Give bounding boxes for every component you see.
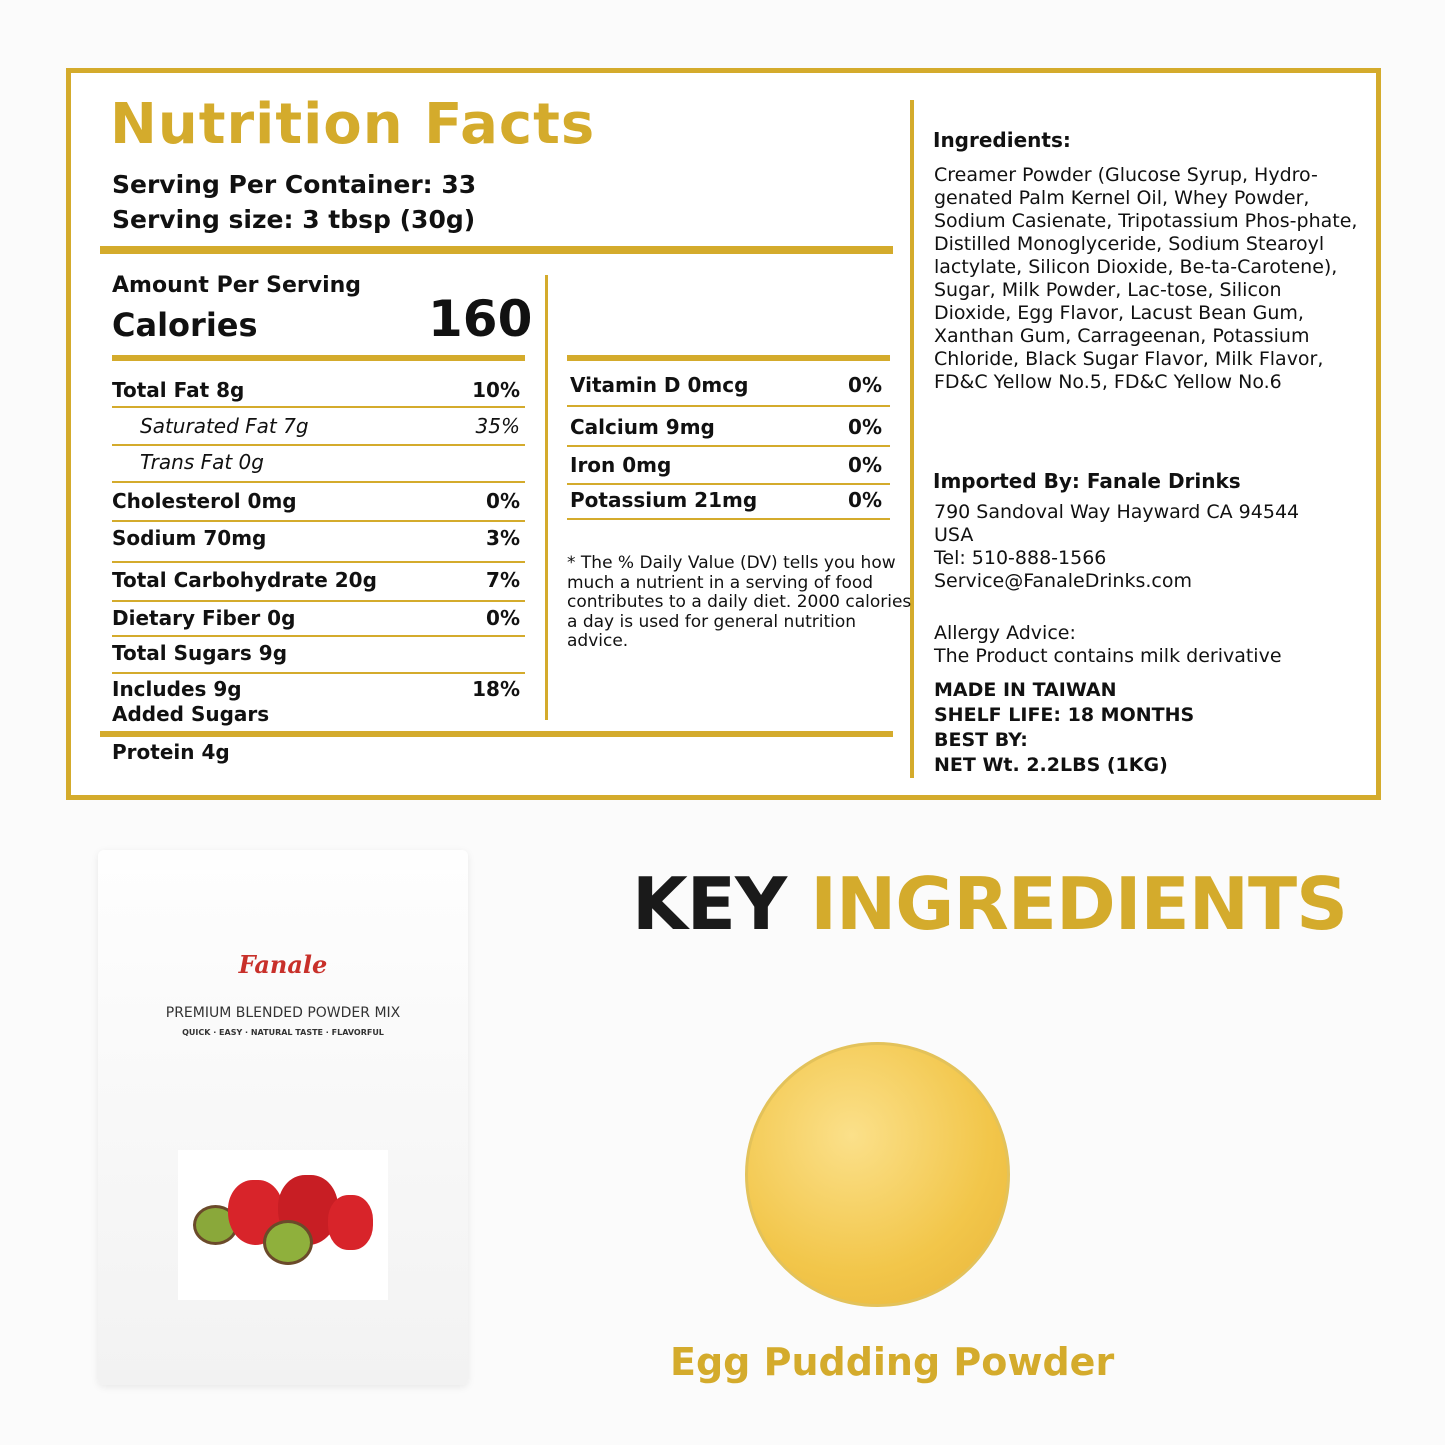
importer-country: USA	[934, 524, 974, 546]
daily-value: 0%	[848, 373, 882, 397]
nutrient-label: Calcium 9mg	[570, 415, 715, 439]
nutrient-label-cont: Added Sugars	[112, 702, 270, 726]
nutrient-label: Vitamin D 0mcg	[570, 373, 749, 397]
key-ingredient-name: Egg Pudding Powder	[670, 1340, 1115, 1384]
daily-value: 0%	[486, 606, 520, 630]
nutrient-label: Saturated Fat 7g	[140, 414, 309, 438]
nutrient-row: Total Sugars 9g	[112, 641, 520, 665]
nutrient-label: Total Sugars 9g	[112, 641, 288, 665]
imported-by: Imported By: Fanale Drinks	[933, 469, 1241, 493]
row-divider	[112, 561, 525, 563]
row-divider	[112, 481, 525, 483]
nutrient-label: Total Carbohydrate 20g	[112, 568, 377, 592]
serving-size: Serving size: 3 tbsp (30g)	[112, 205, 476, 234]
row-divider	[567, 405, 890, 407]
row-divider	[112, 444, 525, 446]
daily-value: 3%	[486, 526, 520, 550]
brand-logo: Fanale	[238, 950, 328, 979]
divider-right	[567, 355, 890, 361]
divider-thick	[100, 731, 893, 737]
bag-tagline: QUICK · EASY · NATURAL TASTE · FLAVORFUL	[182, 1028, 384, 1037]
nutrient-row: Vitamin D 0mcg 0%	[570, 373, 882, 397]
column-divider	[545, 275, 548, 720]
bag-product-name: PREMIUM BLENDED POWDER MIX	[165, 1005, 401, 1021]
daily-value: 7%	[486, 568, 520, 592]
nutrient-label: Dietary Fiber 0g	[112, 606, 296, 630]
shelf-life: SHELF LIFE: 18 MONTHS	[934, 704, 1195, 726]
product-bag-image: Fanale PREMIUM BLENDED POWDER MIX QUICK …	[98, 850, 468, 1385]
servings-per-container: Serving Per Container: 33	[112, 170, 477, 199]
nutrient-label: Trans Fat 0g	[140, 450, 264, 474]
nutrient-label: Iron 0mg	[570, 453, 672, 477]
row-divider	[112, 520, 525, 522]
nutrient-row: Iron 0mg 0%	[570, 453, 882, 477]
ingredients-list: Creamer Powder (Glucose Syrup, Hydro-gen…	[934, 164, 1358, 393]
daily-value: 35%	[475, 414, 520, 438]
column-divider	[910, 100, 914, 778]
nutrient-label: Includes 9g	[112, 677, 242, 701]
calories-label: Calories	[112, 306, 258, 344]
nutrient-row: Sodium 70mg 3%	[112, 526, 520, 550]
daily-value: 0%	[848, 488, 882, 512]
ingredients-heading: Ingredients:	[933, 128, 1071, 152]
protein: Protein 4g	[112, 740, 230, 764]
daily-value: 0%	[848, 453, 882, 477]
row-divider	[567, 445, 890, 447]
nutrient-label: Potassium 21mg	[570, 488, 758, 512]
row-divider	[112, 672, 525, 674]
row-divider	[567, 483, 890, 485]
importer-email: Service@FanaleDrinks.com	[934, 570, 1192, 592]
row-divider	[112, 600, 525, 602]
importer-tel: Tel: 510-888-1566	[934, 547, 1107, 569]
nutrition-panel	[66, 68, 1381, 800]
nutrient-row: Trans Fat 0g	[140, 450, 520, 474]
net-weight: NET Wt. 2.2LBS (1KG)	[934, 754, 1168, 776]
best-by: BEST BY:	[934, 729, 1028, 751]
allergy-text: The Product contains milk derivative	[934, 645, 1282, 667]
nutrient-row: Cholesterol 0mg 0%	[112, 489, 520, 513]
nutrient-row: Saturated Fat 7g 35%	[140, 414, 520, 438]
divider-thick	[100, 246, 893, 254]
importer-address: 790 Sandoval Way Hayward CA 94544	[934, 501, 1300, 523]
heading-key: KEY	[632, 862, 787, 946]
nutrient-label: Cholesterol 0mg	[112, 489, 297, 513]
heading-ingredients: INGREDIENTS	[810, 862, 1348, 946]
daily-value: 0%	[486, 489, 520, 513]
amount-per-serving: Amount Per Serving	[112, 273, 362, 298]
key-ingredients-heading: KEY INGREDIENTS	[632, 862, 1348, 946]
daily-value: 10%	[472, 378, 520, 402]
egg-pudding-powder-image	[745, 1042, 1010, 1307]
nutrient-row: Total Fat 8g 10%	[112, 378, 520, 402]
row-divider	[112, 406, 525, 408]
row-divider	[112, 635, 525, 637]
nutrition-title: Nutrition Facts	[110, 92, 596, 157]
strawberry-kiwi-photo	[178, 1150, 388, 1300]
nutrient-row: Includes 9g 18%	[112, 677, 520, 702]
daily-value: 18%	[472, 677, 520, 701]
nutrient-row: Potassium 21mg 0%	[570, 488, 882, 512]
allergy-heading: Allergy Advice:	[934, 622, 1076, 644]
nutrient-label: Total Fat 8g	[112, 378, 245, 402]
nutrient-row: Dietary Fiber 0g 0%	[112, 606, 520, 630]
row-divider	[567, 518, 890, 520]
nutrient-row: Total Carbohydrate 20g 7%	[112, 568, 520, 592]
daily-value: 0%	[848, 415, 882, 439]
made-in: MADE IN TAIWAN	[934, 679, 1117, 701]
calories-value: 160	[428, 290, 533, 348]
nutrient-row: Calcium 9mg 0%	[570, 415, 882, 439]
divider-calories	[112, 355, 525, 361]
nutrient-label: Sodium 70mg	[112, 526, 267, 550]
dv-footnote: * The % Daily Value (DV) tells you how m…	[567, 553, 912, 651]
